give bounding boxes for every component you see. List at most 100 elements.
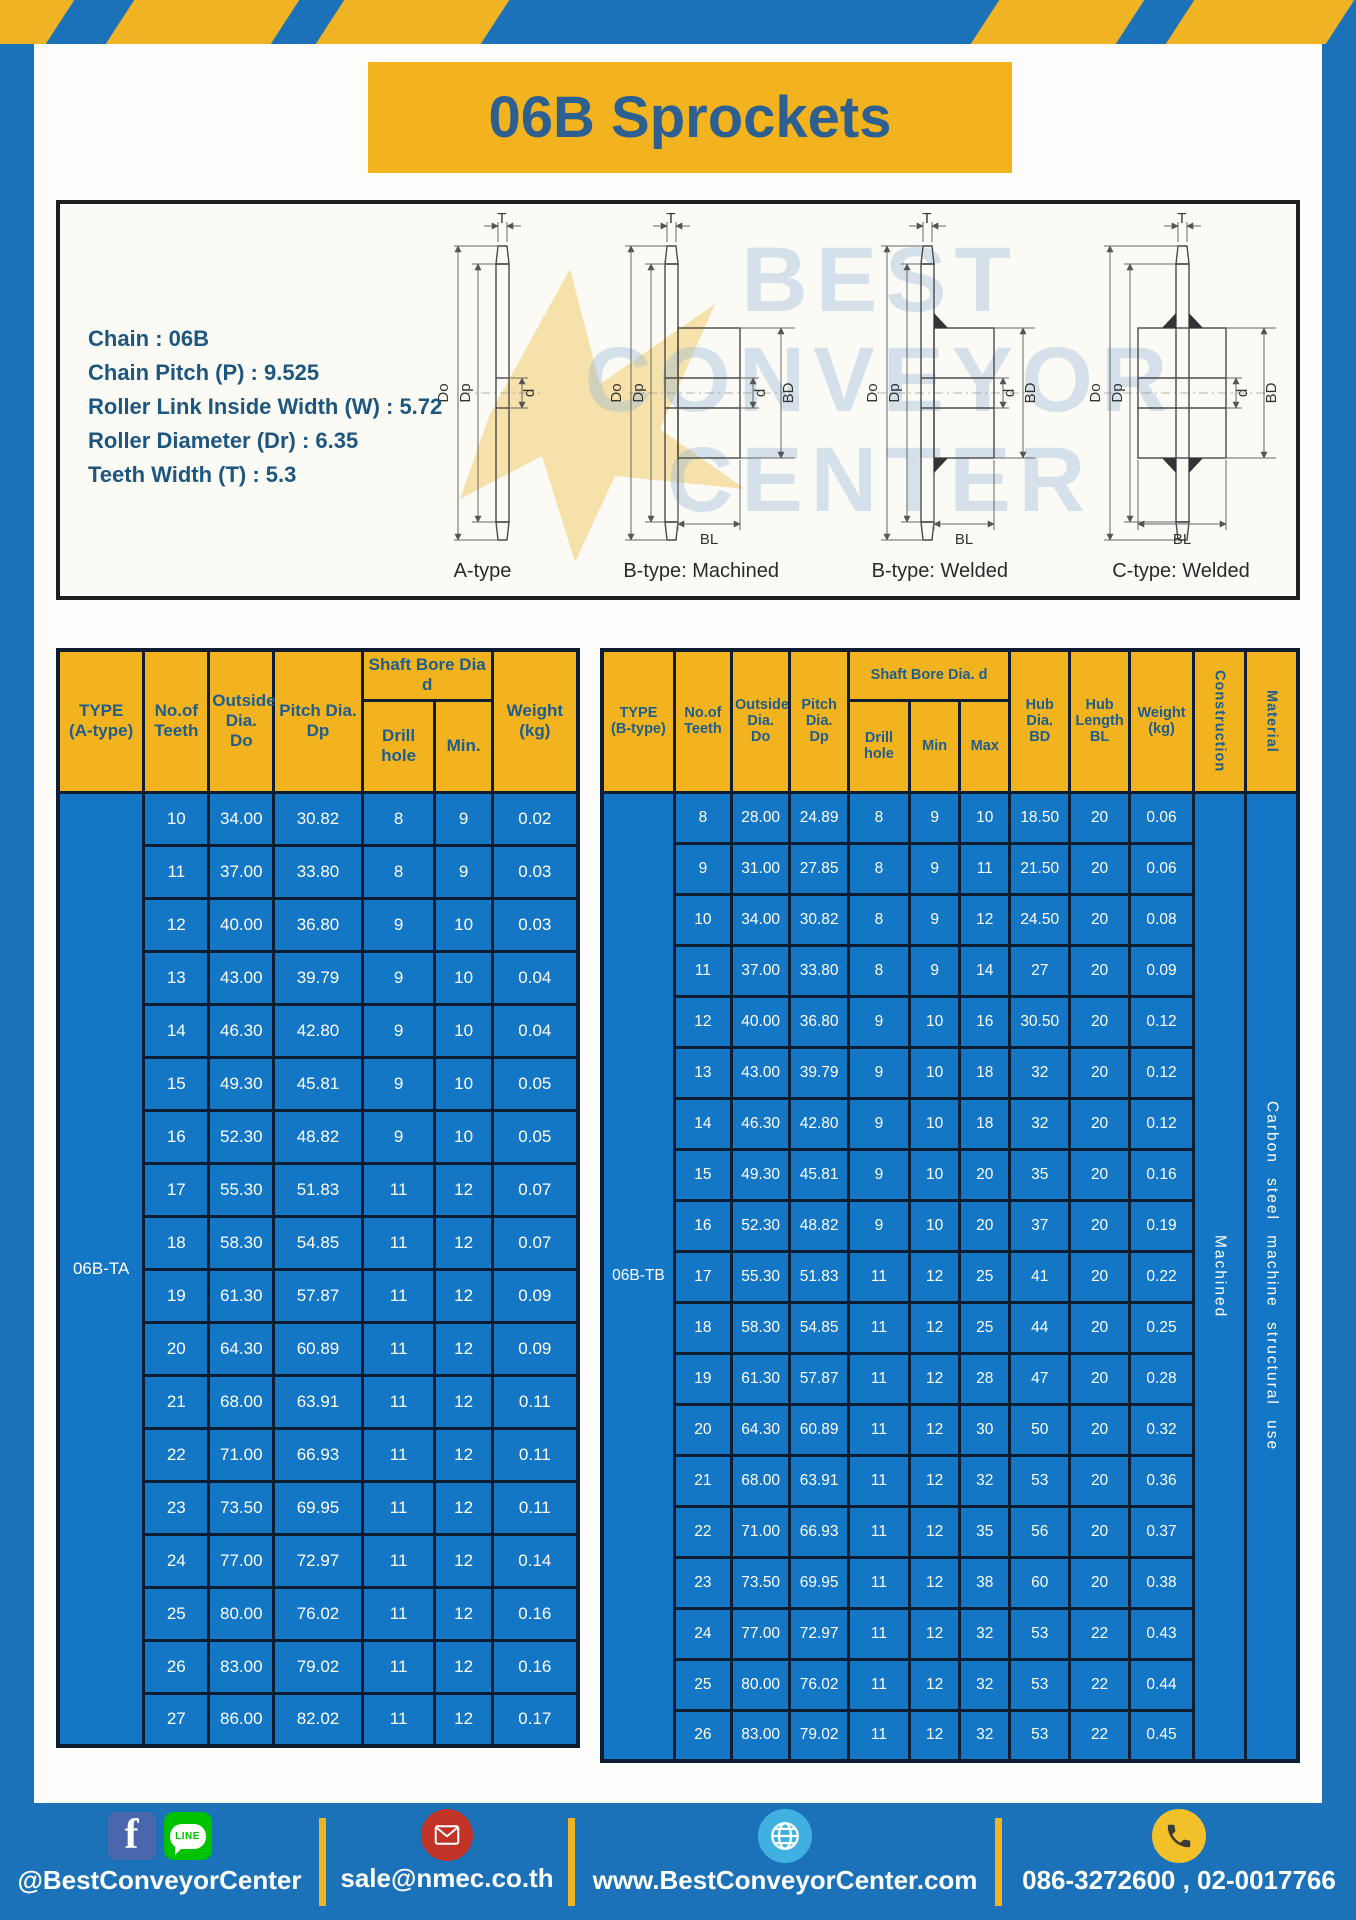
facebook-icon[interactable]: f [107, 1812, 156, 1860]
table-row: 20 64.30 60.89 11 12 0.09 [58, 1320, 580, 1377]
footer-social-handle[interactable]: @BestConveyorCenter [17, 1865, 302, 1895]
col-header-shaft-bore-group: Shaft Bore Dia. d [846, 648, 1012, 702]
dim-label-dp: Dp [886, 383, 903, 402]
table-cell: 68.00 [207, 1373, 276, 1430]
table-cell: 20 [1068, 1249, 1131, 1304]
table-cell: 12 [433, 1691, 494, 1748]
table-row: 26 83.00 79.02 11 12 32 53 22 0.45 [602, 1708, 1298, 1763]
table-cell: 9 [360, 1055, 437, 1112]
table-cell: 11 [846, 1249, 912, 1304]
table-row: 24 77.00 72.97 11 12 32 53 22 0.43 [602, 1606, 1298, 1661]
table-cell: 49.30 [207, 1055, 276, 1112]
col-header-min: Min [908, 698, 962, 794]
table-row: 27 86.00 82.02 11 12 0.17 [58, 1691, 580, 1748]
table-cell: 25 [672, 1657, 733, 1712]
table-cell: 37.00 [729, 943, 792, 998]
table-cell: 20 [1068, 1198, 1131, 1253]
table-cell: 12 [908, 1555, 962, 1610]
line-icon[interactable]: LINE [163, 1812, 212, 1860]
table-cell: 30.82 [272, 790, 364, 847]
dim-label-dp: Dp [630, 383, 647, 402]
chain-specs: Chain : 06B Chain Pitch (P) : 9.525 Roll… [88, 322, 442, 492]
table-cell: 0.25 [1127, 1300, 1196, 1355]
table-cell: 30.82 [788, 892, 850, 947]
table-cell: 58.30 [207, 1214, 276, 1271]
diagram-b-type-machined: T Do Dp d BD BL B-type: Machined [599, 212, 804, 583]
table-cell: 11 [360, 1426, 437, 1483]
table-cell: 41 [1008, 1249, 1072, 1304]
table-cell: 11 [360, 1214, 437, 1271]
table-cell: 15 [142, 1055, 211, 1112]
globe-icon[interactable] [758, 1809, 812, 1863]
table-cell: 0.14 [490, 1532, 580, 1589]
table-cell: 0.17 [490, 1691, 580, 1748]
table-cell: 17 [142, 1161, 211, 1218]
table-cell: 18 [142, 1214, 211, 1271]
col-header-hub-length: Hub Length BL [1068, 648, 1131, 794]
table-cell: 80.00 [729, 1657, 792, 1712]
table-cell: 20 [672, 1402, 733, 1457]
col-header-construction: Construction [1192, 648, 1248, 794]
sprocket-drawing-a-type: T Do Dp d [435, 212, 540, 541]
table-cell: 50 [1008, 1402, 1072, 1457]
table-row: 24 77.00 72.97 11 12 0.14 [58, 1532, 580, 1589]
table-cell: 58.30 [729, 1300, 792, 1355]
table-cell: 24.89 [788, 790, 850, 845]
table-cell: 83.00 [729, 1708, 792, 1763]
dim-label-do: Do [608, 383, 625, 402]
table-cell: 46.30 [207, 1002, 276, 1059]
footer-website[interactable]: www.BestConveyorCenter.com [592, 1865, 978, 1895]
table-row: 13 43.00 39.79 9 10 18 32 20 0.12 [602, 1045, 1298, 1100]
table-cell: 15 [672, 1147, 733, 1202]
table-cell: 57.87 [272, 1267, 364, 1324]
phone-icon[interactable] [1152, 1809, 1206, 1863]
table-cell: 47 [1008, 1351, 1072, 1406]
table-cell: 9 [846, 1045, 912, 1100]
table-cell: 12 [142, 896, 211, 953]
footer-email[interactable]: sale@nmec.co.th [340, 1863, 554, 1893]
table-cell: 61.30 [207, 1267, 276, 1324]
table-cell: 66.93 [272, 1426, 364, 1483]
table-cell: 54.85 [272, 1214, 364, 1271]
table-cell: 64.30 [207, 1320, 276, 1377]
table-cell: 53 [1008, 1606, 1072, 1661]
table-cell: 79.02 [272, 1638, 364, 1695]
footer-phone-section: 086-3272600 , 02-0017766 [1002, 1803, 1356, 1920]
dim-label-bl: BL [699, 531, 717, 548]
diagram-caption: C-type: Welded [1112, 560, 1250, 582]
table-cell: 9 [846, 1096, 912, 1151]
table-cell: 10 [908, 994, 962, 1049]
table-cell: 22 [1068, 1708, 1131, 1763]
table-cell: 0.07 [490, 1214, 580, 1271]
diagram-b-type-welded: T Do Dp d BD BL B-type: Welded [837, 212, 1042, 583]
dim-label-d: d [1001, 389, 1018, 397]
mail-icon[interactable] [421, 1809, 473, 1861]
table-row: 9 31.00 27.85 8 9 11 21.50 20 0.06 [602, 841, 1298, 896]
decor-stripe [105, 0, 300, 44]
table-cell: 0.05 [490, 1055, 580, 1112]
table-cell: 54.85 [788, 1300, 850, 1355]
table-cell: 77.00 [207, 1532, 276, 1589]
table-cell: 10 [908, 1096, 962, 1151]
table-cell: 63.91 [788, 1453, 850, 1508]
table-cell: 8 [672, 790, 733, 845]
a-type-sprocket-table: TYPE (A-type) No.of Teeth Outside Dia. D… [56, 648, 580, 1748]
content-area: 06B Sprockets BEST CONVEYOR CENTER Chain… [34, 44, 1322, 1803]
table-cell: 12 [433, 1214, 494, 1271]
table-cell: 9 [672, 841, 733, 896]
table-cell: 11 [360, 1373, 437, 1430]
table-cell: 10 [433, 1055, 494, 1112]
table-cell: 0.04 [490, 1002, 580, 1059]
table-cell: 73.50 [729, 1555, 792, 1610]
table-cell: 28.00 [729, 790, 792, 845]
table-cell: 69.95 [272, 1479, 364, 1536]
table-cell: 14 [142, 1002, 211, 1059]
dim-label-bd: BD [1022, 382, 1039, 403]
dim-label-d: d [1234, 389, 1251, 397]
table-cell: 12 [908, 1453, 962, 1508]
table-row: 11 37.00 33.80 8 9 0.03 [58, 843, 580, 900]
table-cell: 38 [958, 1555, 1012, 1610]
table-cell: 33.80 [272, 843, 364, 900]
footer-phone-numbers[interactable]: 086-3272600 , 02-0017766 [1022, 1865, 1336, 1895]
